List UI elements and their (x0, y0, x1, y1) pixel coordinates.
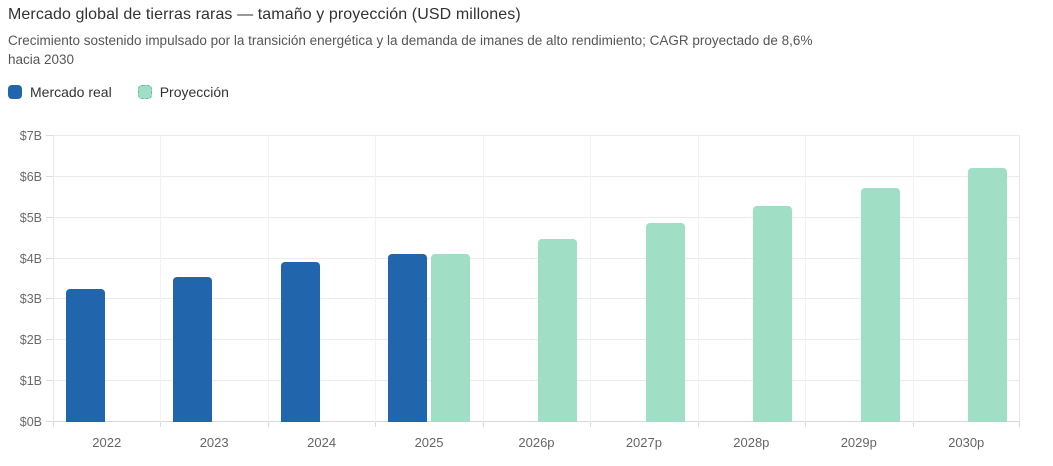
legend-item-mercado-real[interactable]: Mercado real (8, 84, 112, 100)
legend: Mercado real Proyección (8, 84, 1053, 100)
x-axis-tick (53, 422, 54, 427)
y-axis-label: $0B (19, 415, 42, 429)
vertical-gridline (267, 136, 269, 422)
vertical-gridline (912, 136, 914, 422)
bar-2028p-proyeccion[interactable] (753, 206, 793, 422)
bar-2026p-proyeccion[interactable] (538, 239, 578, 422)
bar-2022-mercado-real[interactable] (65, 289, 105, 422)
y-axis-tick (46, 380, 53, 382)
vertical-gridline (697, 136, 699, 422)
x-axis-label-2023: 2023 (199, 435, 229, 450)
bar-2025-mercado-real[interactable] (388, 253, 428, 422)
x-axis-label-2024: 2024 (307, 435, 337, 450)
x-axis-label-2025: 2025 (414, 435, 444, 450)
x-axis-tick (160, 422, 162, 427)
category-2029p: 2029p (805, 136, 912, 450)
x-axis-label-2026p: 2026p (518, 435, 555, 450)
chart-subtitle-line-1: Crecimiento sostenido impulsado por la t… (8, 33, 813, 48)
bar-2027p-proyeccion[interactable] (645, 223, 685, 422)
chart-subtitle-line-2: hacia 2030 (8, 52, 75, 68)
y-axis-label: $7B (19, 129, 42, 143)
x-axis-label-2028p: 2028p (733, 435, 770, 450)
y-axis-tick (46, 216, 53, 218)
x-axis-tick (805, 422, 807, 427)
gridline-0B (53, 421, 1020, 422)
gridline-7B (53, 135, 1020, 136)
vertical-gridline (160, 136, 162, 422)
bar-chart: $0B $1B $2B $3B $4B $5B $6B $7B 2022 2023 2024 202… (0, 129, 1053, 466)
category-2025: 2025 (375, 136, 482, 450)
bar-2025-proyeccion[interactable] (431, 253, 471, 422)
gridline-1B (53, 380, 1020, 382)
y-axis: $0B $1B $2B $3B $4B $5B $6B $7B (0, 129, 46, 429)
vertical-gridline (590, 136, 592, 422)
y-axis-tick (46, 257, 53, 259)
gridline-3B (53, 298, 1020, 300)
x-axis-tick (1019, 422, 1020, 427)
bar-2023-mercado-real[interactable] (173, 276, 213, 422)
chart-header: Mercado global de tierras raras — tamaño… (0, 0, 1053, 69)
bar-2029p-proyeccion[interactable] (860, 187, 900, 422)
chart-subtitle: Crecimiento sostenido impulsado por la t… (8, 31, 1043, 69)
x-axis-tick (375, 422, 377, 427)
vertical-gridline (53, 136, 54, 422)
y-axis-label: $6B (19, 169, 42, 184)
plot-area: 2022 2023 2024 2025 2026p 2027p 2028p 2029p 2030… (46, 135, 1020, 450)
y-axis-tick (46, 339, 53, 341)
y-axis-label: $3B (19, 292, 42, 307)
bar-2030p-proyeccion[interactable] (968, 167, 1008, 422)
legend-label-proyeccion: Proyección (159, 84, 229, 101)
y-axis-tick (46, 175, 53, 177)
gridline-5B (53, 216, 1020, 218)
chart-title: Mercado global de tierras raras — tamaño… (8, 6, 521, 23)
x-axis-label-2027p: 2027p (625, 435, 662, 450)
legend-item-proyeccion[interactable]: Proyección (137, 84, 229, 101)
vertical-gridline (375, 136, 377, 422)
gridline-4B (53, 257, 1020, 259)
x-axis-tick (267, 422, 269, 427)
gridline-6B (53, 175, 1020, 177)
category-2028p: 2028p (698, 136, 805, 450)
y-axis-tick (46, 298, 53, 300)
legend-swatch-projection (137, 85, 152, 100)
vertical-gridline (1019, 136, 1020, 422)
y-axis-tick (46, 135, 53, 136)
y-axis-label: $1B (19, 374, 42, 389)
category-2030p: 2030p (913, 136, 1020, 450)
bar-columns: 2022 2023 2024 2025 2026p 2027p 2028p 2029p 2030… (53, 136, 1020, 450)
x-axis-label-2030p: 2030p (948, 435, 985, 450)
x-axis-tick (482, 422, 484, 427)
category-2024: 2024 (268, 136, 375, 450)
vertical-gridline (805, 136, 807, 422)
x-axis-tick (590, 422, 592, 427)
legend-label-mercado-real: Mercado real (30, 84, 112, 101)
x-axis-tick (697, 422, 699, 427)
x-axis-label-2029p: 2029p (840, 435, 877, 450)
category-2027p: 2027p (590, 136, 697, 450)
legend-swatch-actual (8, 85, 22, 100)
vertical-gridline (482, 136, 484, 422)
y-axis-tick (46, 421, 53, 422)
category-2022: 2022 (53, 136, 160, 450)
bar-2024-mercado-real[interactable] (280, 261, 320, 422)
y-axis-label: $4B (19, 251, 42, 266)
y-axis-label: $2B (19, 333, 42, 348)
category-2023: 2023 (160, 136, 267, 450)
x-axis-label-2022: 2022 (92, 435, 122, 450)
x-axis-tick (912, 422, 914, 427)
y-axis-label: $5B (19, 210, 42, 225)
gridline-2B (53, 339, 1020, 341)
category-2026p: 2026p (483, 136, 590, 450)
